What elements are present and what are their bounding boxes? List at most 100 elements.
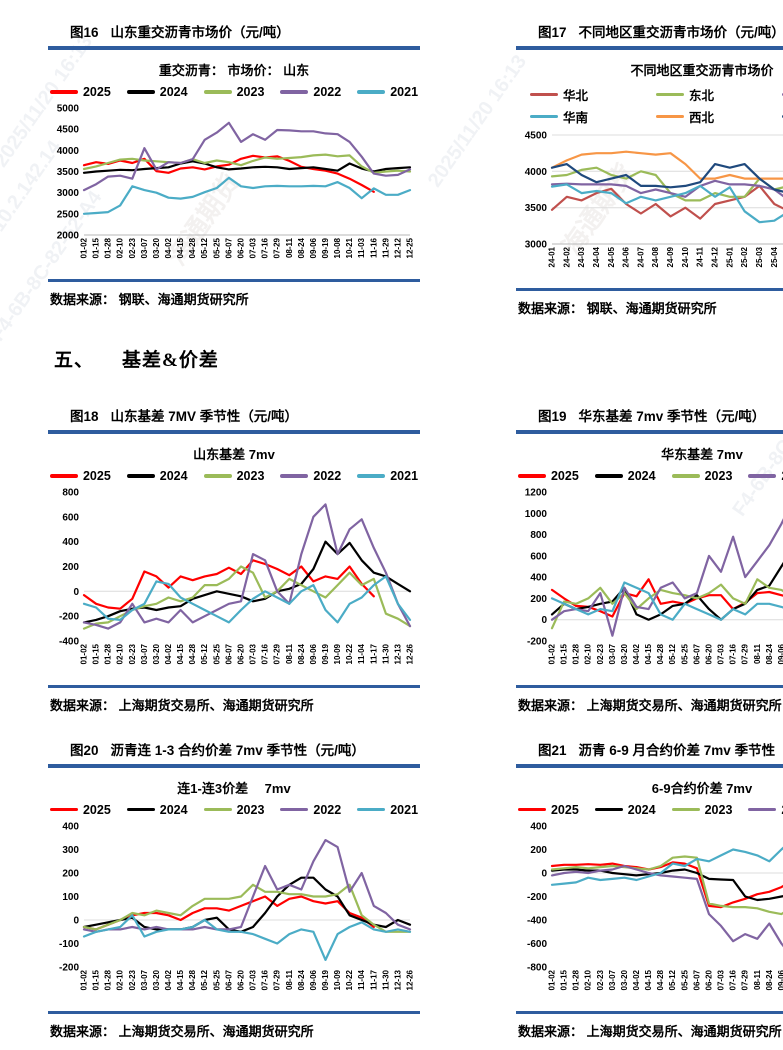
figure-caption: 图19 华东基差 7mv 季节性（元/吨）: [538, 409, 783, 426]
x-tick-label: 05-12: [668, 643, 677, 664]
series-line-2023: [550, 577, 783, 630]
legend-label: 2022: [781, 803, 783, 817]
x-tick-label: 04-02: [632, 969, 641, 990]
x-tick-label: 11-17: [369, 643, 378, 664]
divider: [516, 684, 783, 688]
x-tick-label: 07-29: [741, 969, 750, 990]
x-tick-label: 08-24: [765, 643, 774, 664]
x-tick-label: 04-15: [644, 643, 653, 664]
x-tick-label: 24-03: [577, 246, 586, 267]
legend-item: 2024: [594, 469, 656, 483]
series-line-2024: [550, 561, 783, 621]
x-tick-label: 10-09: [333, 969, 342, 990]
x-tick-label: 25-03: [755, 246, 764, 267]
x-tick-label: 11-03: [357, 237, 366, 258]
y-tick-label: -200: [59, 962, 79, 973]
legend-swatch: [203, 807, 232, 812]
legend-label: 2024: [159, 468, 188, 483]
series-line-2022: [550, 517, 783, 637]
legend-label: 2025: [82, 468, 111, 483]
x-tick-label: 04-02: [164, 643, 173, 664]
legend-item: 2025: [49, 85, 111, 99]
figure-number: 图16: [70, 25, 99, 40]
x-tick-label: 10-08: [333, 237, 342, 258]
figure-title-text: 华东基差 7mv 季节性（元/吨）: [578, 408, 766, 424]
x-tick-label: 11-30: [381, 969, 390, 990]
legend-label: 2023: [704, 468, 733, 483]
series-line-2022: [82, 838, 412, 933]
y-tick-label: 600: [530, 551, 547, 562]
legend-swatch: [357, 807, 386, 812]
legend-label: 2024: [159, 802, 188, 817]
y-tick-label: -200: [59, 611, 79, 622]
x-tick-label: 09-06: [309, 643, 318, 664]
legend-swatch: [126, 90, 155, 94]
x-tick-label: 07-03: [249, 237, 258, 258]
legend-label: 2024: [159, 84, 188, 99]
x-tick-label: 07-16: [261, 643, 270, 664]
figure-19: 图19 华东基差 7mv 季节性（元/吨） 华东基差 7mv 2025 2024 2…: [516, 406, 783, 716]
x-tick-label: 05-12: [200, 237, 209, 258]
legend-item: 2022: [280, 469, 341, 483]
legend-item: 2023: [203, 803, 264, 817]
legend-swatch: [530, 114, 558, 119]
x-tick-label: 03-07: [608, 643, 617, 664]
x-tick-label: 01-02: [548, 969, 557, 990]
x-tick-label: 06-20: [237, 643, 246, 664]
divider: [516, 287, 783, 291]
figure-number: 图17: [538, 25, 567, 40]
x-tick-label: 12-13: [393, 643, 402, 664]
legend-item: 东北: [656, 85, 748, 104]
legend-label: 2022: [313, 468, 342, 483]
legend-label: 2025: [82, 802, 111, 817]
figure-number: 图20: [70, 742, 99, 758]
legend-label: 2023: [704, 802, 733, 817]
legend-swatch: [49, 807, 78, 812]
y-tick-label: 400: [62, 537, 79, 548]
data-source: 数据来源： 上海期货交易所、海通期货研究所: [518, 1023, 782, 1039]
x-tick-label: 01-02: [80, 643, 89, 664]
x-tick-label: 09-19: [321, 237, 330, 258]
x-tick-label: 11-04: [357, 969, 366, 990]
y-tick-label: 0: [73, 587, 79, 598]
x-tick-label: 08-24: [297, 969, 306, 990]
legend-swatch: [748, 807, 777, 812]
x-tick-label: 11-16: [369, 237, 378, 258]
figure-caption: 图20 沥青连 1-3 合约价差 7mv 季节性（元/吨）: [70, 743, 420, 760]
x-tick-label: 07-03: [249, 643, 258, 664]
legend-item: 2021: [357, 469, 418, 483]
x-tick-label: 02-10: [584, 969, 593, 990]
y-tick-label: 300: [62, 845, 79, 856]
divider: [516, 763, 783, 768]
x-tick-label: 24-12: [711, 246, 720, 267]
x-tick-label: 09-19: [321, 969, 330, 990]
x-tick-label: 06-07: [692, 643, 701, 664]
legend-label: 2022: [781, 469, 783, 483]
legend-item: 2023: [203, 85, 264, 99]
series-line-华东: [550, 179, 783, 198]
x-tick-label: 04-28: [656, 969, 665, 990]
y-tick-label: 1200: [525, 487, 548, 498]
figure-title-text: 沥青连 1-3 合约价差 7mv 季节性（元/吨）: [110, 742, 365, 758]
series-line-2024: [82, 160, 412, 174]
legend-label: 2025: [550, 468, 579, 483]
y-tick-label: 1000: [525, 509, 548, 520]
data-source: 数据来源： 上海期货交易所、海通期货研究所: [50, 697, 314, 713]
x-tick-label: 07-29: [273, 643, 282, 664]
x-tick-label: 05-25: [212, 237, 221, 258]
series-line-2024: [550, 868, 783, 901]
x-tick-label: 11-04: [357, 643, 366, 664]
y-tick-label: 0: [541, 868, 547, 879]
x-tick-label: 08-11: [753, 969, 762, 990]
x-tick-label: 01-15: [92, 643, 101, 664]
figure-18: 图18 山东基差 7MV 季节性（元/吨） 山东基差 7mv 2025 2024 2…: [48, 406, 420, 716]
legend-item: 2025: [517, 803, 579, 817]
figure-number: 图19: [538, 408, 567, 424]
series-line-2022: [550, 864, 783, 947]
legend-item: 2021: [357, 803, 418, 817]
x-tick-label: 24-07: [636, 246, 645, 267]
section-number: 五、: [54, 349, 95, 371]
